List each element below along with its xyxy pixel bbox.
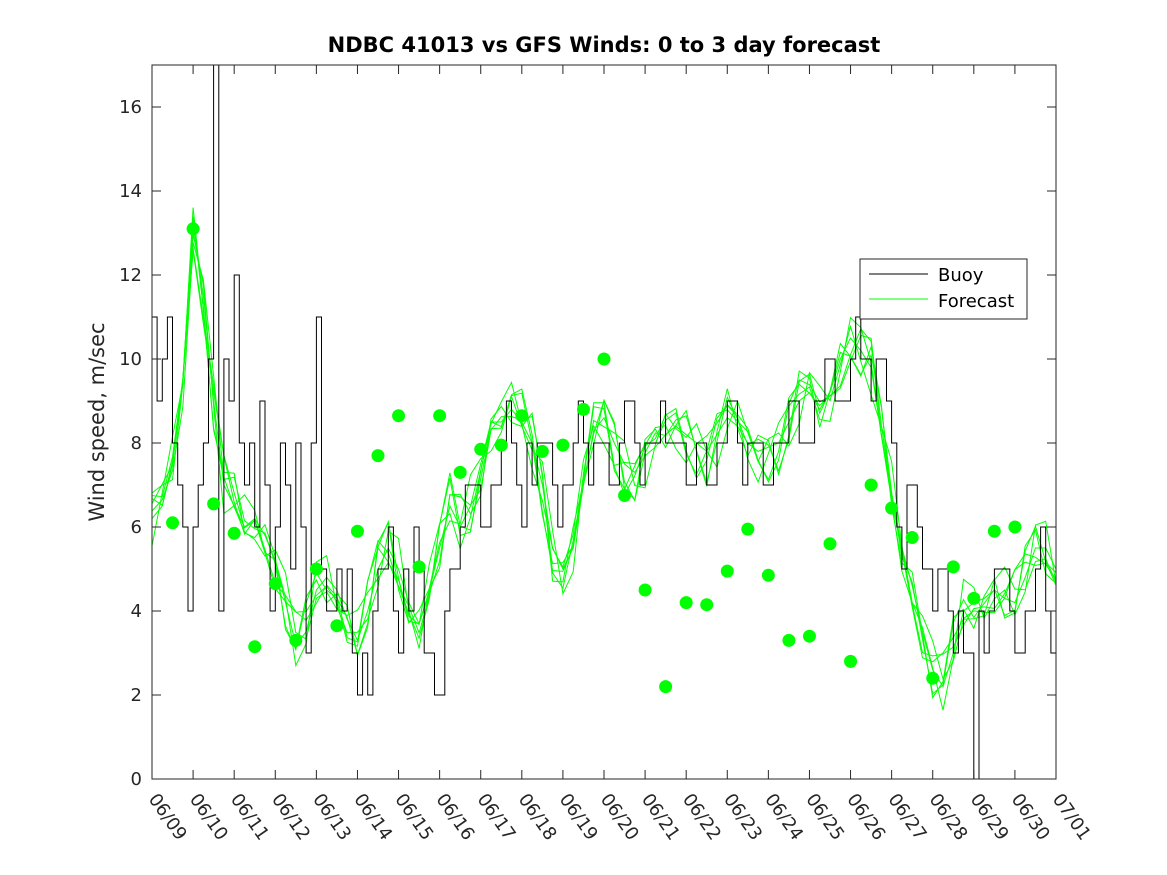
forecast-marker xyxy=(679,596,693,610)
forecast-marker xyxy=(926,671,940,685)
forecast-marker xyxy=(885,501,899,515)
forecast-marker xyxy=(453,465,467,479)
forecast-marker xyxy=(371,449,385,463)
legend-label-buoy: Buoy xyxy=(938,265,984,286)
x-tick-label: 06/17 xyxy=(473,790,520,845)
forecast-marker xyxy=(700,598,714,612)
plot-area xyxy=(151,64,1057,780)
forecast-marker xyxy=(987,524,1001,538)
forecast-marker xyxy=(946,560,960,574)
forecast-marker xyxy=(802,629,816,643)
series-layer xyxy=(152,65,1056,779)
forecast-ensemble-line xyxy=(152,233,1056,711)
x-tick-label: 06/14 xyxy=(349,790,396,845)
forecast-marker xyxy=(556,438,570,452)
x-tick-label: 06/23 xyxy=(719,790,766,845)
forecast-marker xyxy=(618,489,632,502)
forecast-marker xyxy=(597,352,611,366)
forecast-marker xyxy=(761,568,775,582)
forecast-marker xyxy=(844,654,858,668)
x-tick-label: 06/28 xyxy=(925,790,972,845)
forecast-marker xyxy=(433,409,447,423)
marker-layer xyxy=(166,222,1022,694)
forecast-ensemble-line xyxy=(152,242,1056,681)
y-tick-label: 6 xyxy=(131,517,142,538)
forecast-line xyxy=(152,224,1056,688)
x-tick-label: 06/11 xyxy=(226,790,273,845)
x-tick-label: 07/01 xyxy=(1048,790,1095,845)
x-tick-label: 06/09 xyxy=(144,790,191,845)
forecast-marker xyxy=(782,633,796,647)
x-tick-label: 06/13 xyxy=(308,790,355,845)
x-tick-label: 06/21 xyxy=(637,790,684,845)
forecast-marker xyxy=(823,537,837,551)
forecast-marker xyxy=(1008,520,1022,534)
forecast-marker xyxy=(166,516,180,530)
forecast-ensemble-line xyxy=(152,216,1056,695)
x-tick-label: 06/22 xyxy=(678,790,725,845)
x-tick-label: 06/27 xyxy=(884,790,931,845)
forecast-marker xyxy=(186,222,200,236)
forecast-marker xyxy=(289,633,303,647)
forecast-marker xyxy=(864,478,878,492)
forecast-marker xyxy=(515,409,529,423)
x-tick-label: 06/19 xyxy=(555,790,602,845)
forecast-marker xyxy=(535,444,549,458)
y-tick-label: 0 xyxy=(131,769,142,790)
legend-label-forecast: Forecast xyxy=(938,291,1014,312)
y-tick-label: 16 xyxy=(119,97,142,118)
forecast-ensemble-line xyxy=(152,248,1056,657)
chart-title: NDBC 41013 vs GFS Winds: 0 to 3 day fore… xyxy=(328,33,881,57)
y-axis: 0 2 4 6 8 10 12 14 16 xyxy=(119,97,1056,790)
x-tick-label: 06/30 xyxy=(1007,790,1054,845)
forecast-marker xyxy=(720,564,734,578)
x-tick-label: 06/18 xyxy=(514,790,561,845)
legend: Buoy Forecast xyxy=(859,258,1028,320)
x-tick-label: 06/16 xyxy=(432,790,479,845)
forecast-marker xyxy=(227,526,241,540)
forecast-marker xyxy=(967,591,981,605)
buoy-line xyxy=(152,65,1056,779)
x-tick-label: 06/12 xyxy=(267,790,314,845)
x-tick-label: 06/26 xyxy=(842,790,889,845)
plot-background xyxy=(152,65,1056,779)
forecast-marker xyxy=(268,577,282,591)
forecast-marker xyxy=(905,531,919,544)
x-tick-label: 06/24 xyxy=(760,790,807,845)
forecast-marker xyxy=(474,442,488,456)
y-tick-label: 4 xyxy=(131,601,142,622)
forecast-marker xyxy=(659,680,673,694)
y-tick-label: 12 xyxy=(119,265,142,286)
forecast-marker xyxy=(412,560,426,574)
x-tick-label: 06/25 xyxy=(801,790,848,845)
legend-box xyxy=(859,258,1028,320)
forecast-marker xyxy=(638,583,652,597)
y-axis-label: Wind speed, m/sec xyxy=(85,322,109,521)
forecast-marker xyxy=(309,562,323,576)
x-tick-label: 06/15 xyxy=(390,790,437,845)
forecast-marker xyxy=(207,497,221,511)
y-tick-label: 8 xyxy=(131,433,142,454)
forecast-marker xyxy=(392,409,406,423)
forecast-marker xyxy=(741,522,755,536)
x-tick-label: 06/29 xyxy=(966,790,1013,845)
forecast-marker xyxy=(330,619,344,633)
y-tick-label: 2 xyxy=(131,685,142,706)
forecast-marker xyxy=(576,402,590,416)
x-tick-label: 06/10 xyxy=(185,790,232,845)
forecast-marker xyxy=(350,524,364,538)
forecast-marker xyxy=(494,438,508,452)
x-tick-label: 06/20 xyxy=(596,790,643,845)
y-tick-label: 14 xyxy=(119,181,142,202)
forecast-marker xyxy=(248,640,262,654)
y-tick-label: 10 xyxy=(119,349,142,370)
